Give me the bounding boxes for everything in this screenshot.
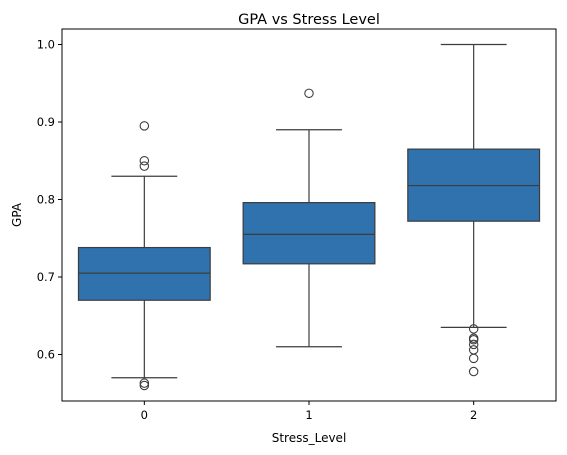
- box: [77, 246, 211, 301]
- y-tick-label: 0.8: [37, 193, 55, 207]
- x-tick-label: 2: [470, 408, 477, 422]
- y-tick-label: 0.9: [37, 115, 55, 129]
- y-tick-label: 1.0: [37, 38, 55, 52]
- y-axis: 0.6 0.7 0.8 0.9 1.0: [37, 38, 62, 362]
- outlier-point: [468, 353, 479, 364]
- outlier-point: [468, 335, 479, 345]
- outlier-point: [468, 339, 479, 350]
- x-tick-label: 1: [305, 408, 312, 422]
- y-axis-label: GPA: [10, 202, 24, 227]
- outlier-point: [468, 366, 479, 377]
- outlier-point: [468, 324, 479, 334]
- outlier-point: [139, 156, 150, 166]
- box: [242, 202, 376, 265]
- chart-title: GPA vs Stress Level: [238, 12, 380, 28]
- plot-area: [77, 43, 541, 391]
- outlier-point: [139, 380, 150, 391]
- y-tick-label: 0.7: [37, 270, 55, 284]
- outlier-point: [139, 378, 150, 388]
- outlier-point: [139, 161, 150, 171]
- box-group-0: [77, 121, 211, 391]
- outlier-point: [468, 345, 479, 355]
- box-group-2: [407, 43, 541, 377]
- outlier-point: [139, 121, 150, 131]
- x-axis: 0 1 2: [141, 401, 477, 422]
- y-tick-label: 0.6: [37, 348, 55, 362]
- box-group-1: [242, 88, 376, 348]
- outlier-point: [304, 88, 314, 99]
- x-axis-label: Stress_Level: [272, 431, 347, 445]
- x-tick-label: 0: [141, 408, 148, 422]
